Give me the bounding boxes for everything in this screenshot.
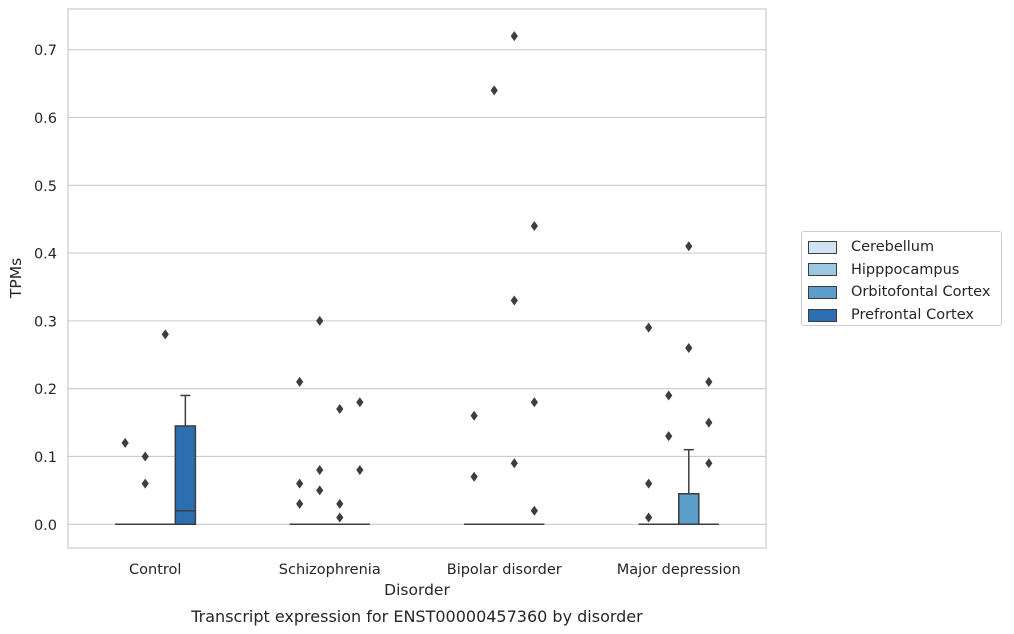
x-tick-label: Control <box>129 562 181 578</box>
outlier-point <box>705 417 713 428</box>
outlier-point <box>510 295 518 306</box>
outlier-point <box>530 505 538 516</box>
outlier-point <box>296 376 304 387</box>
legend-swatch-hippocampus <box>808 263 837 277</box>
outlier-point <box>336 404 344 415</box>
x-axis-label: Disorder <box>384 581 450 599</box>
outlier-point <box>685 342 693 353</box>
outlier-point <box>141 478 149 489</box>
y-tick-label: 0.3 <box>34 314 57 330</box>
outlier-point <box>316 485 324 496</box>
outlier-point <box>316 315 324 326</box>
plot-frame <box>67 8 767 549</box>
outlier-points <box>121 31 713 523</box>
box-plots <box>115 394 719 526</box>
y-tick-label: 0.4 <box>34 247 57 263</box>
outlier-point <box>665 390 673 401</box>
outlier-point <box>336 498 344 509</box>
legend-item-orbitofrontal-cortex: Orbitofontal Cortex <box>808 281 1001 304</box>
y-tick-label: 0.5 <box>34 179 57 195</box>
y-tick-labels: 0.0 0.1 0.2 0.3 0.4 0.5 0.6 0.7 <box>34 43 57 534</box>
x-tick-labels: Control Schizophrenia Bipolar disorder Majo… <box>129 562 741 578</box>
outlier-point <box>510 458 518 469</box>
outlier-point <box>510 31 518 42</box>
y-tick-label: 0.0 <box>34 518 57 534</box>
outlier-point <box>316 465 324 476</box>
outlier-point <box>296 498 304 509</box>
x-tick-label: Bipolar disorder <box>447 562 562 578</box>
x-tick-label: Major depression <box>617 562 741 578</box>
outlier-point <box>645 512 653 523</box>
legend-item-prefrontal-cortex: Prefrontal Cortex <box>808 304 1001 327</box>
outlier-point <box>530 397 538 408</box>
outlier-point <box>705 376 713 387</box>
legend: Cerebellum Hipppocampus Orbitofontal Cor… <box>801 231 1002 326</box>
legend-swatch-orbitofrontal-cortex <box>808 285 837 299</box>
outlier-point <box>356 465 364 476</box>
legend-swatch-cerebellum <box>808 240 837 254</box>
outlier-point <box>336 512 344 523</box>
box-orbitofontal-cortex-major-depression <box>678 493 700 526</box>
outlier-point <box>530 220 538 231</box>
outlier-point <box>490 85 498 96</box>
outlier-point <box>470 471 478 482</box>
outlier-point <box>705 458 713 469</box>
legend-label-cerebellum: Cerebellum <box>851 239 935 256</box>
outlier-point <box>645 478 653 489</box>
y-tick-label: 0.6 <box>34 111 57 127</box>
x-tick-label: Schizophrenia <box>279 562 381 578</box>
y-tick-label: 0.1 <box>34 450 57 466</box>
outlier-point <box>121 437 129 448</box>
chart-title: Transcript expression for ENST0000045736… <box>190 607 643 626</box>
y-tick-label: 0.7 <box>34 43 57 59</box>
outlier-point <box>645 322 653 333</box>
legend-label-orbitofrontal-cortex: Orbitofontal Cortex <box>851 284 991 301</box>
outlier-point <box>470 410 478 421</box>
legend-item-hippocampus: Hipppocampus <box>808 259 1001 282</box>
plot-background <box>68 9 766 548</box>
box-prefrontal-cortex-control <box>174 425 197 526</box>
legend-item-cerebellum: Cerebellum <box>808 236 1001 259</box>
outlier-point <box>296 478 304 489</box>
y-tick-label: 0.2 <box>34 382 57 398</box>
legend-swatch-prefrontal-cortex <box>808 308 837 322</box>
outlier-point <box>161 329 169 340</box>
y-axis-label: TPMs <box>7 258 25 299</box>
outlier-point <box>356 397 364 408</box>
outlier-point <box>685 241 693 252</box>
legend-label-hippocampus: Hipppocampus <box>851 261 960 278</box>
legend-label-prefrontal-cortex: Prefrontal Cortex <box>851 307 974 324</box>
outlier-point <box>665 431 673 442</box>
outlier-point <box>141 451 149 462</box>
